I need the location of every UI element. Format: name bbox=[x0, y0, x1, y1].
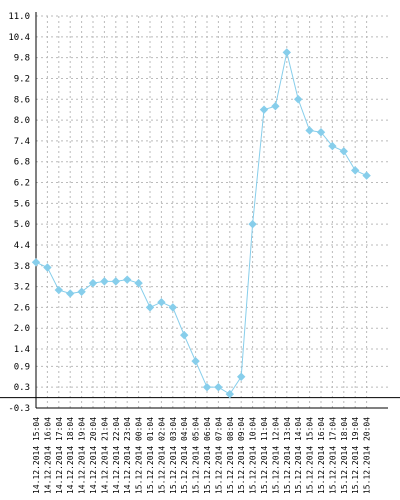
x-tick-label: 15.12.2014 11:04 bbox=[260, 417, 269, 494]
data-point bbox=[305, 126, 314, 135]
x-tick-label: 14.12.2014 19:04 bbox=[78, 417, 87, 494]
y-tick-label: 1.4 bbox=[14, 345, 30, 355]
y-tick-label: 2.6 bbox=[14, 303, 30, 313]
data-point bbox=[236, 372, 246, 381]
data-point bbox=[134, 278, 143, 288]
y-tick-label: 5.6 bbox=[14, 199, 30, 209]
data-point bbox=[214, 382, 223, 392]
x-tick-label: 15.12.2014 14:04 bbox=[294, 417, 303, 494]
x-tick-label: 15.12.2014 16:04 bbox=[317, 417, 326, 494]
data-point bbox=[339, 147, 349, 156]
y-tick-label: 4.4 bbox=[14, 241, 30, 251]
data-point bbox=[259, 105, 269, 114]
x-tick-label: 15.12.2014 01:04 bbox=[146, 417, 155, 494]
y-tick-label: 3.2 bbox=[14, 283, 30, 293]
data-point bbox=[88, 278, 98, 288]
data-point bbox=[248, 219, 257, 229]
x-tick-label: 15.12.2014 18:04 bbox=[340, 417, 349, 494]
data-point bbox=[43, 263, 52, 272]
y-tick-label: 9.2 bbox=[14, 74, 30, 84]
data-point bbox=[77, 287, 86, 296]
data-point bbox=[328, 141, 337, 151]
y-tick-label: 9.8 bbox=[14, 54, 30, 64]
x-tick-label: 14.12.2014 22:04 bbox=[112, 417, 121, 494]
data-point bbox=[168, 303, 178, 312]
y-tick-label: 8.6 bbox=[14, 95, 30, 105]
data-point bbox=[54, 285, 64, 295]
x-tick-label: 15.12.2014 12:04 bbox=[271, 417, 280, 494]
x-tick-label: 15.12.2014 03:04 bbox=[169, 417, 178, 494]
data-point bbox=[65, 289, 75, 298]
x-tick-label: 15.12.2014 06:04 bbox=[203, 417, 212, 494]
y-tick-label: 10.4 bbox=[8, 33, 30, 43]
data-point bbox=[100, 277, 109, 286]
axis-layer bbox=[0, 12, 400, 409]
x-tick-label: 15.12.2014 20:04 bbox=[363, 417, 372, 494]
x-tick-label: 14.12.2014 21:04 bbox=[100, 417, 109, 494]
x-tick-label: 15.12.2014 15:04 bbox=[306, 417, 315, 494]
data-point bbox=[191, 356, 200, 366]
data-point bbox=[122, 275, 132, 284]
x-tick-label: 15.12.2014 07:04 bbox=[214, 417, 223, 494]
y-tick-label: 11.0 bbox=[8, 12, 30, 22]
x-tick-label: 14.12.2014 16:04 bbox=[43, 417, 52, 494]
x-tick-label: 14.12.2014 17:04 bbox=[55, 417, 64, 494]
data-point bbox=[350, 166, 360, 175]
data-point bbox=[362, 171, 371, 180]
x-tick-label: 14.12.2014 15:04 bbox=[32, 417, 41, 494]
x-tick-label: 15.12.2014 08:04 bbox=[226, 417, 235, 494]
x-tick-label: 15.12.2014 04:04 bbox=[180, 417, 189, 494]
x-tick-label: 14.12.2014 20:04 bbox=[89, 417, 98, 494]
x-tick-label: 15.12.2014 09:04 bbox=[237, 417, 246, 494]
y-tick-label: 5.0 bbox=[14, 220, 30, 230]
data-point bbox=[202, 382, 212, 392]
x-tick-label: 15.12.2014 13:04 bbox=[283, 417, 292, 494]
x-tick-label: 14.12.2014 18:04 bbox=[66, 417, 75, 494]
data-point bbox=[316, 128, 326, 137]
y-tick-label: 3.8 bbox=[14, 262, 30, 272]
data-point bbox=[179, 330, 189, 340]
data-point bbox=[157, 297, 166, 307]
y-tick-label: 7.4 bbox=[14, 137, 30, 147]
y-tick-label: 0.3 bbox=[14, 383, 30, 393]
x-tick-label: 15.12.2014 10:04 bbox=[249, 417, 258, 494]
x-tick-label: 14.12.2014 23:04 bbox=[123, 417, 132, 494]
x-tick-label: 15.12.2014 05:04 bbox=[192, 417, 201, 494]
grid-layer bbox=[35, 15, 388, 409]
label-layer: 11.0 10.4 9.8 9.2 8.6 8.0 7.4 6.8 6.2 5.6 5.0 4.4 3.… bbox=[8, 12, 371, 494]
data-point bbox=[145, 303, 155, 312]
series-layer bbox=[31, 48, 371, 399]
x-tick-label: 15.12.2014 17:04 bbox=[328, 417, 337, 494]
y-tick-label: 6.8 bbox=[14, 158, 30, 168]
data-point bbox=[282, 48, 292, 57]
data-point bbox=[271, 101, 280, 111]
data-point bbox=[111, 277, 121, 286]
series-line bbox=[35, 52, 367, 395]
y-tick-label: 2.0 bbox=[14, 324, 30, 334]
data-point bbox=[225, 389, 235, 399]
y-tick-label: 8.0 bbox=[14, 116, 30, 126]
x-tick-label: 15.12.2014 19:04 bbox=[351, 417, 360, 494]
x-tick-label: 15.12.2014 00:04 bbox=[135, 417, 144, 494]
x-tick-label: 15.12.2014 02:04 bbox=[157, 417, 166, 494]
y-tick-label: 6.2 bbox=[14, 179, 30, 189]
data-point bbox=[31, 258, 41, 267]
y-tick-label: 0.9 bbox=[14, 362, 30, 372]
data-point bbox=[293, 95, 303, 104]
y-tick-label: -0.3 bbox=[8, 404, 30, 414]
